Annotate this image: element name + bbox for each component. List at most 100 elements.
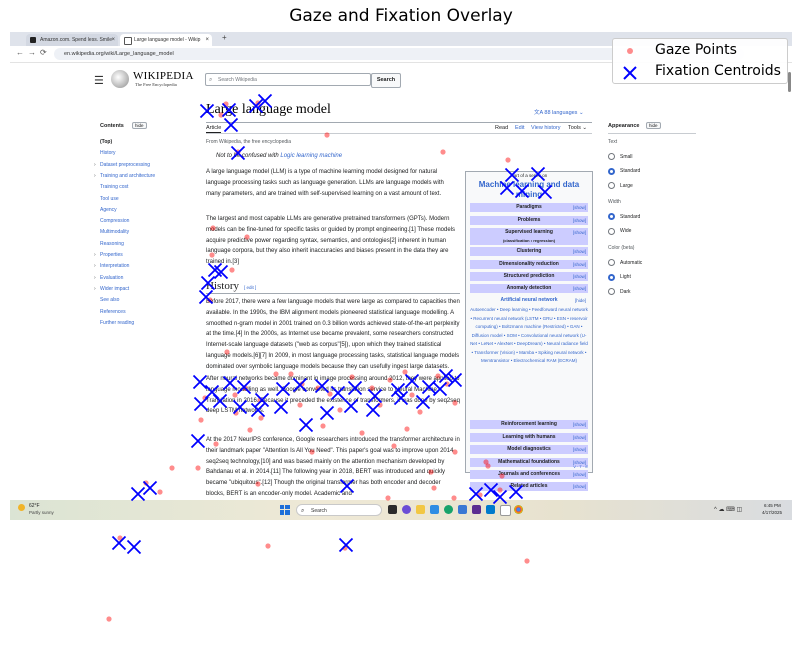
toc-item[interactable]: Multimodality <box>100 229 129 235</box>
navbox-toggle[interactable]: [show] <box>572 205 586 210</box>
wikipedia-globe-logo-icon[interactable] <box>111 70 129 88</box>
app-icon[interactable] <box>472 505 481 514</box>
toc-item[interactable]: Reasoning <box>100 241 124 247</box>
hatnote-link[interactable]: Logic learning machine <box>280 153 343 159</box>
chevron-right-icon[interactable]: › <box>94 285 96 292</box>
toc-item[interactable]: See also <box>100 297 119 303</box>
navbox-row[interactable]: Supervised learning [show] (classification… <box>470 228 588 245</box>
browser-tab-amazon[interactable]: Amazon.com. Spend less. Smile × <box>26 34 118 46</box>
file-explorer-icon[interactable] <box>416 505 425 514</box>
radio-button[interactable] <box>608 182 615 189</box>
radio-button[interactable] <box>608 213 615 220</box>
radio-button[interactable] <box>608 167 615 175</box>
url-field[interactable]: en.wikipedia.org/wiki/Large_language_mod… <box>54 48 744 60</box>
app-icon[interactable] <box>500 505 511 516</box>
navbox-row[interactable]: Learning with humans [show] <box>470 433 588 442</box>
navbox-row[interactable]: Mathematical foundations [show] <box>470 458 588 467</box>
weather-temperature[interactable]: 62°F <box>29 503 40 509</box>
navbox-row[interactable]: Structured prediction [show] <box>470 272 588 281</box>
navbox-row[interactable]: Paradigms [show] <box>470 203 588 212</box>
radio-button[interactable] <box>608 259 615 266</box>
edge-icon[interactable] <box>444 505 453 514</box>
vscode-icon[interactable] <box>486 505 495 514</box>
contents-hide-button[interactable]: hide <box>132 122 147 129</box>
toc-item[interactable]: Tool use <box>100 196 119 202</box>
main-menu-icon[interactable]: ☰ <box>94 75 104 87</box>
radio-label[interactable]: Automatic <box>620 259 643 266</box>
store-icon[interactable] <box>430 505 439 514</box>
copilot-icon[interactable] <box>402 505 411 514</box>
windows-start-icon[interactable] <box>280 505 290 515</box>
chevron-right-icon[interactable]: › <box>94 274 96 281</box>
tab-article[interactable]: Article <box>206 125 222 133</box>
navbox-row[interactable]: Related articles [show] <box>470 482 588 491</box>
search-input[interactable]: ⌕ Search Wikipedia <box>205 73 371 86</box>
radio-button[interactable] <box>608 227 615 235</box>
navbox-vte-links[interactable]: V · T · E <box>573 464 588 469</box>
navbox-row[interactable]: Anomaly detection [show] <box>470 284 588 293</box>
toc-item[interactable]: › Interpretation <box>94 263 129 269</box>
radio-label[interactable]: Standard <box>620 168 641 174</box>
toc-item[interactable]: › Properties <box>94 252 123 258</box>
navbox-row-ann[interactable]: Artificial neural network [hide] <box>470 296 588 305</box>
toc-item[interactable]: Further reading <box>100 320 134 326</box>
navbox-toggle[interactable]: [show] <box>572 484 586 489</box>
toc-item[interactable]: Training cost <box>100 184 128 190</box>
history-edit-link[interactable]: [ edit ] <box>244 285 257 290</box>
toc-item[interactable]: Agency <box>100 207 117 213</box>
chevron-right-icon[interactable]: › <box>94 263 96 270</box>
reload-icon[interactable]: ⟳ <box>40 48 47 57</box>
tools-menu[interactable]: Tools ⌄ <box>568 125 587 131</box>
navbox-ann-links[interactable]: Autoencoder • Deep learning • Feedforwar… <box>470 307 588 363</box>
chevron-right-icon[interactable]: › <box>94 172 96 179</box>
toc-item[interactable]: › Evaluation <box>94 275 123 281</box>
toc-item[interactable]: Compression <box>100 218 129 224</box>
navbox-toggle[interactable]: [hide] <box>574 298 586 303</box>
wikipedia-wordmark[interactable]: WIKIPEDIA <box>133 70 194 82</box>
chevron-right-icon[interactable]: › <box>94 252 96 258</box>
close-tab-icon[interactable]: × <box>111 37 115 43</box>
app-icon[interactable] <box>458 505 467 514</box>
navbox-toggle[interactable]: [show] <box>572 460 586 465</box>
tab-read[interactable]: Read <box>495 125 509 131</box>
system-tray-icons[interactable]: ^ ☁ ⌨ ◫ <box>714 507 743 513</box>
radio-label[interactable]: Standard <box>620 213 641 220</box>
tab-view-history[interactable]: View history <box>531 125 561 131</box>
navbox-toggle[interactable]: [show] <box>572 230 586 235</box>
scrollbar-thumb[interactable] <box>788 72 791 92</box>
tab-edit[interactable]: Edit <box>515 125 525 131</box>
toc-item[interactable]: References <box>100 309 126 315</box>
navbox-toggle[interactable]: [show] <box>572 422 586 427</box>
new-tab-button[interactable]: + <box>222 33 227 42</box>
navbox-row[interactable]: Journals and conferences [show] <box>470 470 588 479</box>
search-button[interactable]: Search <box>371 73 401 88</box>
weather-condition[interactable]: Partly sunny <box>29 510 54 515</box>
browser-tab-wikipedia[interactable]: Large language model - Wikip × <box>120 34 212 46</box>
navbox-toggle[interactable]: [show] <box>572 435 586 440</box>
radio-button[interactable] <box>608 288 615 295</box>
navbox-toggle[interactable]: [show] <box>572 447 586 452</box>
radio-label[interactable]: Large <box>620 182 633 189</box>
taskbar-time[interactable]: 6:45 PM <box>764 503 781 508</box>
appearance-hide-button[interactable]: hide <box>646 122 661 129</box>
toc-item[interactable]: › Dataset preprocessing <box>94 162 150 168</box>
navbox-toggle[interactable]: [show] <box>572 286 586 291</box>
navbox-title[interactable]: Machine learning and data mining <box>478 180 580 199</box>
taskbar-search-box[interactable]: ⌕ Search <box>296 504 382 516</box>
navbox-row[interactable]: Clustering [show] <box>470 247 588 256</box>
navbox-toggle[interactable]: [show] <box>572 472 586 477</box>
toc-item[interactable]: › Wider impact <box>94 286 129 292</box>
navbox-toggle[interactable]: [show] <box>572 218 586 223</box>
radio-label[interactable]: Small <box>620 153 633 160</box>
languages-button[interactable]: 文A 88 languages ⌄ <box>534 110 584 116</box>
navbox-row[interactable]: Model diagnostics [show] <box>470 445 588 454</box>
chevron-right-icon[interactable]: › <box>94 161 96 168</box>
radio-button[interactable] <box>608 273 615 281</box>
back-arrow-icon[interactable]: ← <box>16 48 24 57</box>
chrome-icon[interactable] <box>514 505 523 514</box>
navbox-toggle[interactable]: [show] <box>572 262 586 267</box>
toc-item[interactable]: History <box>100 150 116 156</box>
navbox-row[interactable]: Problems [show] <box>470 216 588 225</box>
toc-item[interactable]: (Top) <box>100 139 112 145</box>
toc-item[interactable]: › Training and architecture <box>94 173 155 179</box>
